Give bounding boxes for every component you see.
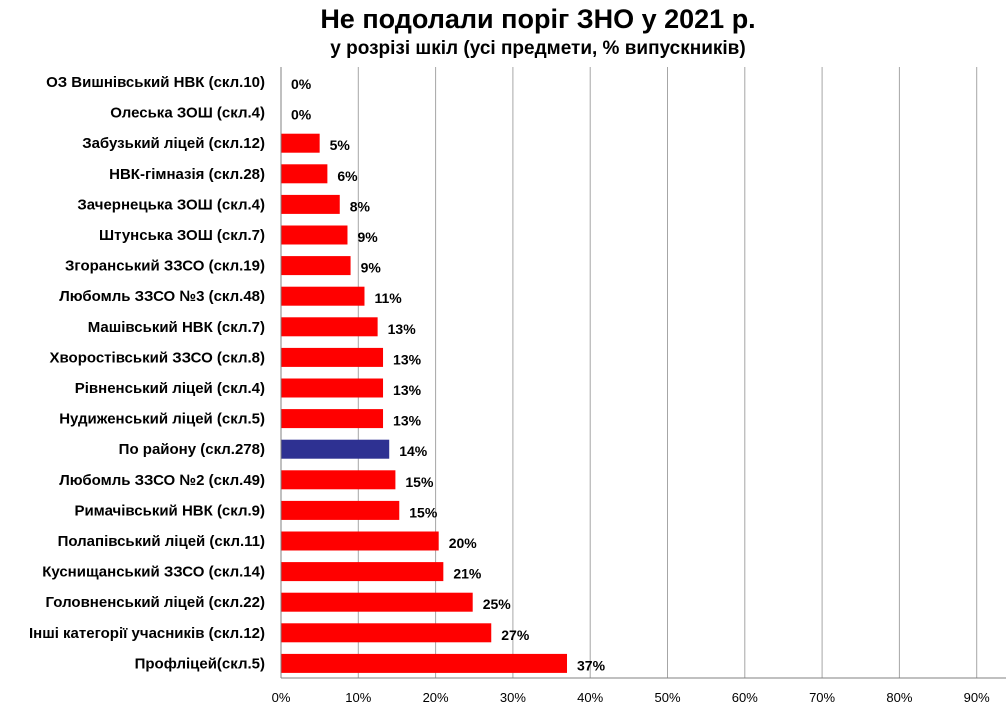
labels: ОЗ Вишнівський НВК (скл.10) 0% Олеська ЗОШ… <box>29 74 606 673</box>
bar <box>281 592 473 612</box>
bar <box>281 623 492 643</box>
data-label: 8% <box>350 198 371 214</box>
category-label: Любомль ЗЗСО №3 (скл.48) <box>59 288 265 305</box>
data-label: 20% <box>449 535 478 551</box>
category-label: Хворостівський ЗЗСО (скл.8) <box>50 349 265 366</box>
bar <box>281 409 384 429</box>
data-label: 0% <box>291 107 312 123</box>
data-label: 13% <box>393 413 422 429</box>
data-label: 13% <box>388 321 417 337</box>
category-label: Зачернецька ЗОШ (скл.4) <box>77 196 265 213</box>
bar <box>281 500 400 520</box>
data-label: 6% <box>337 168 358 184</box>
bar <box>281 194 340 214</box>
category-label: Рівненський ліцей (скл.4) <box>75 380 265 397</box>
bar <box>281 347 384 367</box>
category-label: По району (скл.278) <box>119 441 265 458</box>
x-tick-label: 40% <box>577 690 603 705</box>
data-label: 13% <box>393 351 422 367</box>
category-label: НВК-гімназія (скл.28) <box>109 166 265 183</box>
category-label: Згоранський ЗЗСО (скл.19) <box>65 258 265 275</box>
x-tick-label: 20% <box>423 690 449 705</box>
x-tick-label: 30% <box>500 690 526 705</box>
x-tick-label: 90% <box>964 690 990 705</box>
category-label: Любомль ЗЗСО №2 (скл.49) <box>59 472 265 489</box>
category-label: Куснищанський ЗЗСО (скл.14) <box>42 564 265 581</box>
bar <box>281 562 444 582</box>
category-label: Головненський ліцей (скл.22) <box>46 594 265 611</box>
data-label: 15% <box>409 504 438 520</box>
data-label: 0% <box>291 76 312 92</box>
category-label: Штунська ЗОШ (скл.7) <box>99 227 265 244</box>
gridlines <box>357 67 978 678</box>
category-label: Інші категорії учасників (скл.12) <box>29 625 265 642</box>
data-label: 9% <box>357 229 378 245</box>
bar <box>281 133 320 153</box>
chart-title: Не подолали поріг ЗНО у 2021 р. <box>320 4 756 34</box>
bar <box>281 470 396 490</box>
bars <box>281 133 568 673</box>
bar <box>281 225 348 245</box>
category-label: Нудиженський ліцей (скл.5) <box>59 411 265 428</box>
data-label: 37% <box>577 657 606 673</box>
bar <box>281 653 568 673</box>
bar <box>281 164 328 184</box>
data-label: 11% <box>374 290 402 306</box>
x-tick-label: 0% <box>272 690 291 705</box>
bar <box>281 531 439 551</box>
x-tick-label: 80% <box>886 690 912 705</box>
data-label: 15% <box>405 474 434 490</box>
bar <box>281 286 365 306</box>
category-label: Машівський НВК (скл.7) <box>88 319 265 336</box>
category-label: ОЗ Вишнівський НВК (скл.10) <box>46 74 265 91</box>
x-tick-label: 50% <box>654 690 680 705</box>
x-tick-label: 70% <box>809 690 835 705</box>
bar <box>281 378 384 398</box>
bar <box>281 317 378 337</box>
data-label: 25% <box>483 596 512 612</box>
category-label: Римачівський НВК (скл.9) <box>74 502 265 519</box>
category-label: Полапівський ліцей (скл.11) <box>58 533 265 550</box>
category-label: Профліцей(скл.5) <box>135 655 265 672</box>
category-label: Забузький ліцей (скл.12) <box>82 135 265 152</box>
data-label: 27% <box>501 627 530 643</box>
x-tick-label: 10% <box>345 690 371 705</box>
bar <box>281 256 351 276</box>
data-label: 5% <box>330 137 351 153</box>
data-label: 9% <box>361 260 382 276</box>
data-label: 13% <box>393 382 422 398</box>
axes: 0% 10% 20% 30% 40% 50% 60% 70% 80% 90% <box>272 67 1006 705</box>
data-label: 21% <box>453 566 482 582</box>
x-tick-label: 60% <box>732 690 758 705</box>
data-label: 14% <box>399 443 428 459</box>
bar <box>281 439 390 459</box>
chart-subtitle: у розрізі шкіл (усі предмети, % випускни… <box>330 38 746 59</box>
category-label: Олеська ЗОШ (скл.4) <box>110 105 265 122</box>
